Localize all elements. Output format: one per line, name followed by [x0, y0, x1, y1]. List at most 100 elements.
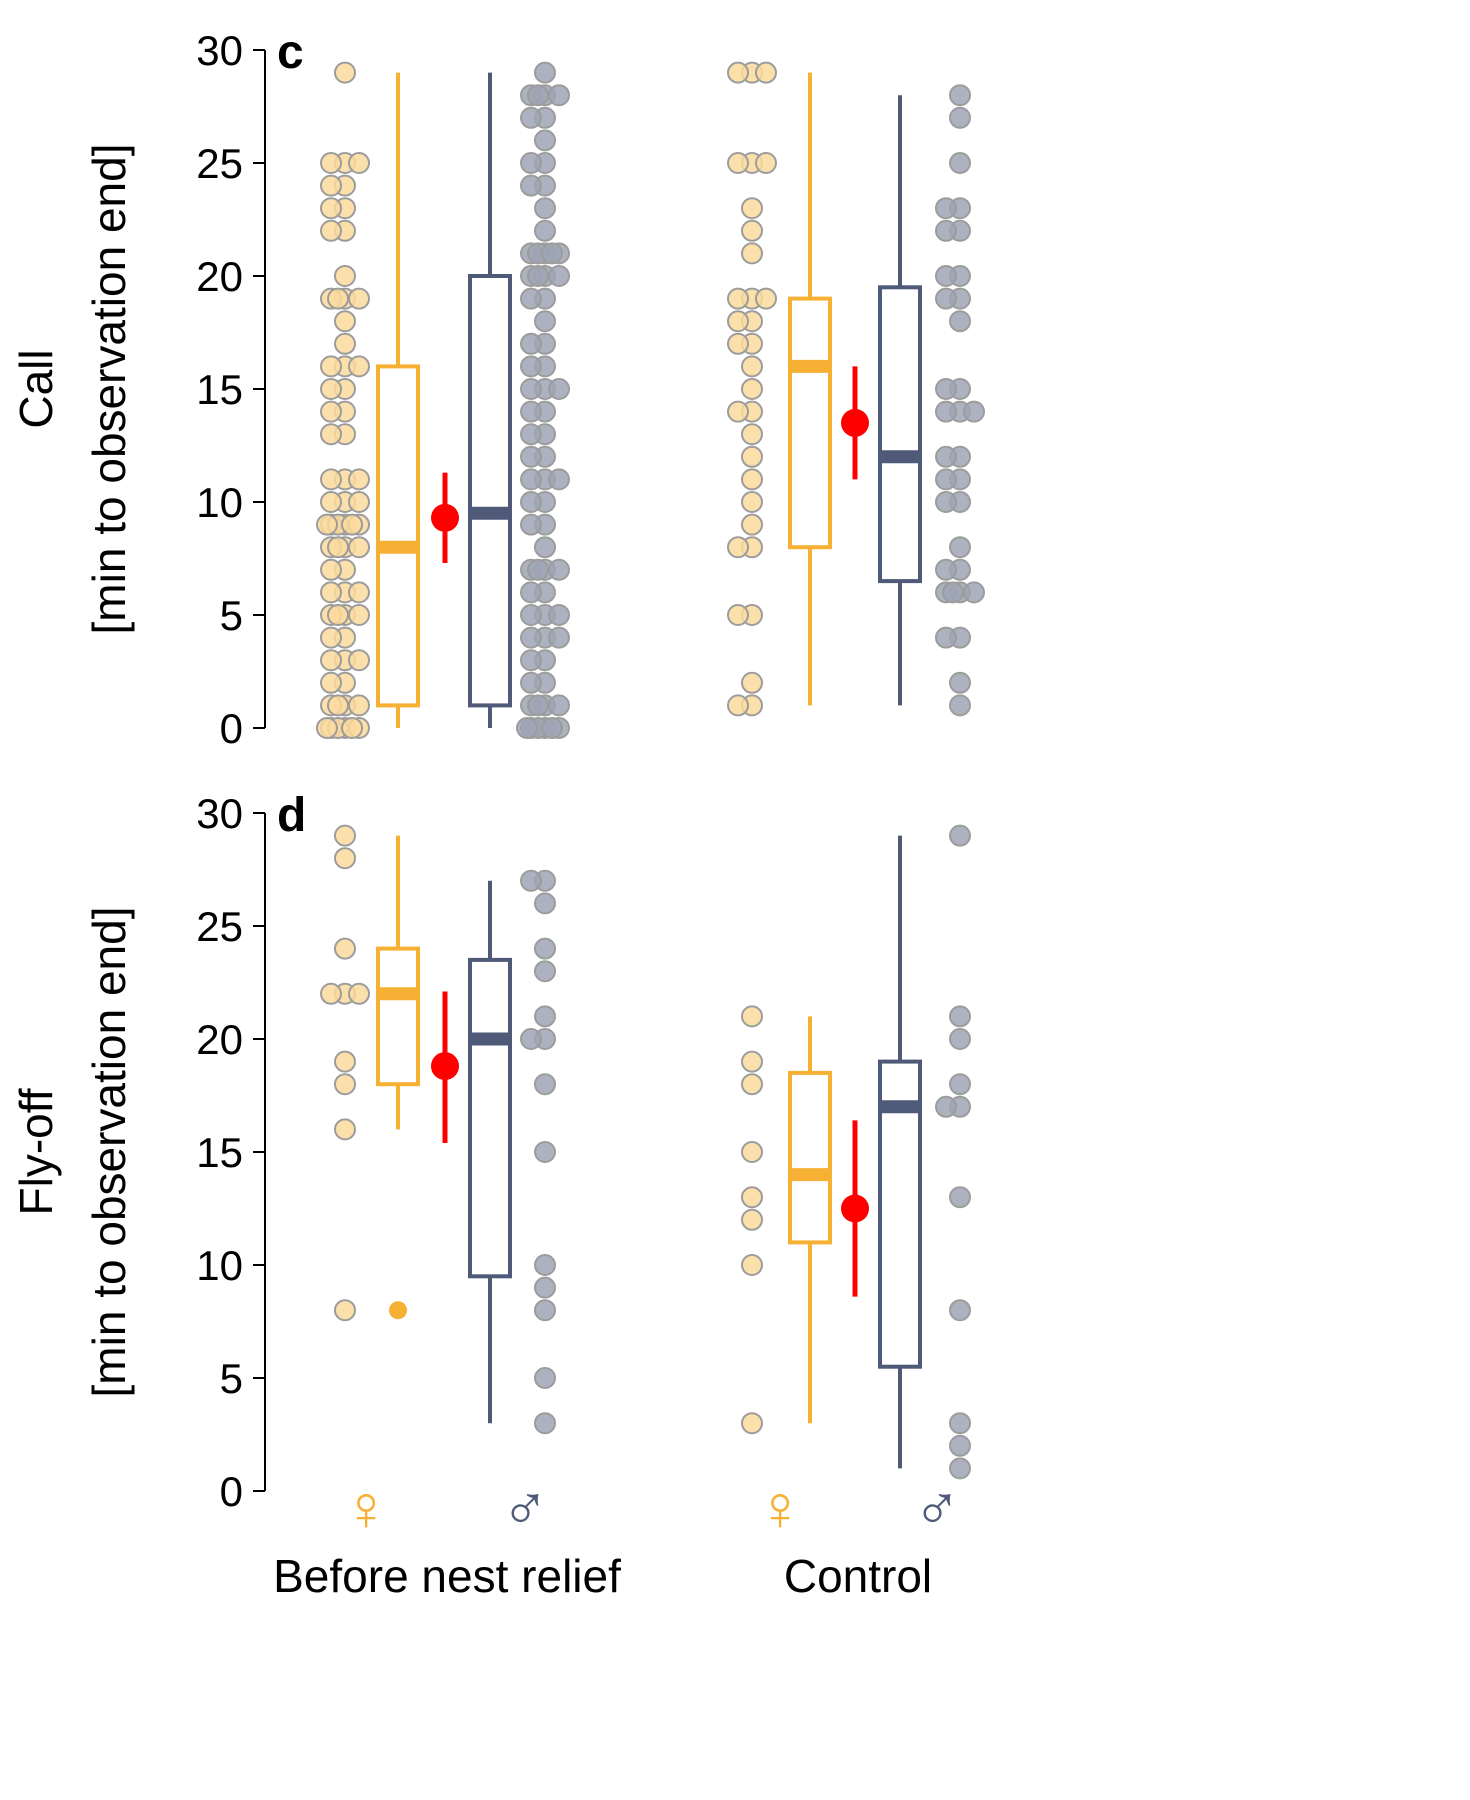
- female-data-point: [741, 513, 763, 536]
- female-data-point: [741, 423, 763, 446]
- male-data-point: [534, 1073, 556, 1096]
- male-data-point: [541, 242, 563, 265]
- male-data-point: [534, 197, 556, 220]
- y-tick-label: 15: [196, 366, 243, 413]
- female-data-point: [755, 287, 777, 310]
- x-group-label-control: Control: [784, 1550, 932, 1602]
- male-data-point: [520, 174, 542, 197]
- male-data-point: [520, 332, 542, 355]
- male-data-point: [534, 960, 556, 983]
- male-data-point: [548, 378, 570, 400]
- male-data-point: [949, 310, 971, 333]
- male-data-point: [541, 717, 563, 739]
- y-axis-label: Fly-off: [10, 1088, 62, 1215]
- male-data-point: [520, 106, 542, 129]
- male-data-point: [534, 1005, 556, 1028]
- male-data-point: [527, 694, 549, 717]
- male-data-point: [534, 1276, 556, 1299]
- male-data-point: [949, 1028, 971, 1050]
- male-data-point: [935, 400, 957, 423]
- female-data-point: [741, 197, 763, 220]
- male-data-point: [949, 1299, 971, 1322]
- male-data-point: [520, 671, 542, 694]
- male-data-point: [534, 61, 556, 84]
- male-data-point: [949, 694, 971, 717]
- male-data-point: [949, 1073, 971, 1096]
- male-data-point: [949, 152, 971, 174]
- estimate-point: [841, 1194, 869, 1223]
- female-data-point: [348, 694, 370, 717]
- male-data-point: [534, 129, 556, 152]
- female-data-point: [327, 536, 349, 559]
- y-tick-label: 0: [220, 705, 243, 752]
- male-data-point: [942, 581, 964, 604]
- male-data-point: [548, 558, 570, 581]
- male-data-point: [534, 1367, 556, 1389]
- male-data-point: [520, 400, 542, 423]
- female-data-point: [320, 400, 342, 423]
- female-data-point: [348, 982, 370, 1005]
- female-data-point: [320, 152, 342, 174]
- male-box: [468, 957, 512, 1279]
- female-data-point: [320, 982, 342, 1005]
- female-data-point: [727, 287, 749, 310]
- male-data-point: [935, 491, 957, 513]
- male-data-point: [534, 937, 556, 960]
- female-data-point: [320, 671, 342, 694]
- female-data-point: [741, 671, 763, 694]
- male-data-point: [520, 445, 542, 468]
- y-tick-label: 5: [220, 1355, 243, 1402]
- male-data-point: [520, 423, 542, 446]
- female-data-point: [334, 1050, 356, 1073]
- female-data-point: [334, 1073, 356, 1096]
- female-data-point: [348, 649, 370, 672]
- male-data-point: [534, 1299, 556, 1322]
- female-data-point: [741, 355, 763, 378]
- female-data-point: [727, 694, 749, 717]
- female-data-point: [320, 558, 342, 581]
- female-data-point: [341, 717, 363, 739]
- male-data-point: [534, 892, 556, 915]
- y-tick-label: 25: [196, 140, 243, 187]
- male-data-point: [949, 536, 971, 559]
- male-data-point: [548, 604, 570, 626]
- male-data-point: [548, 694, 570, 717]
- male-data-point: [935, 468, 957, 491]
- y-axis-label-units: [min to observation end]: [83, 907, 135, 1398]
- female-data-point: [727, 536, 749, 559]
- female-outlier: [389, 1301, 407, 1320]
- y-tick-label: 10: [196, 479, 243, 526]
- male-data-point: [963, 400, 985, 423]
- male-symbol-control: ♂: [913, 1472, 961, 1544]
- male-data-point: [949, 1412, 971, 1435]
- male-data-point: [935, 378, 957, 400]
- male-data-point: [520, 287, 542, 310]
- female-data-point: [755, 152, 777, 174]
- female-data-point: [727, 310, 749, 333]
- male-data-point: [935, 558, 957, 581]
- male-data-point: [949, 1005, 971, 1028]
- female-data-point: [741, 491, 763, 513]
- male-data-point: [935, 265, 957, 287]
- estimate-point: [431, 1052, 459, 1081]
- male-data-point: [534, 1412, 556, 1435]
- female-data-point: [320, 378, 342, 400]
- female-data-point: [334, 61, 356, 84]
- panel-d: 0 5 10 15 20 25 30 Fly-off [min to observation e…: [10, 789, 971, 1515]
- male-data-point: [949, 106, 971, 129]
- female-data-point: [348, 287, 370, 310]
- female-data-point: [348, 152, 370, 174]
- male-data-point: [534, 1254, 556, 1276]
- female-data-point: [348, 536, 370, 559]
- male-data-point: [548, 468, 570, 491]
- female-data-point: [727, 61, 749, 84]
- male-data-point: [935, 445, 957, 468]
- female-symbol-before-nest-relief: ♀: [342, 1472, 390, 1544]
- female-data-point: [320, 468, 342, 491]
- female-data-point: [741, 1412, 763, 1435]
- y-tick-label: 0: [220, 1468, 243, 1515]
- male-data-point: [527, 84, 549, 107]
- male-data-point: [520, 513, 542, 536]
- female-data-point: [727, 400, 749, 423]
